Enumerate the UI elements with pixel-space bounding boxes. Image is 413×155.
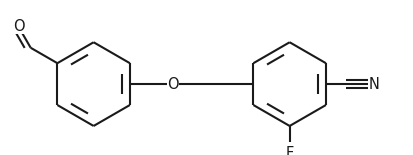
Text: O: O <box>167 77 179 92</box>
Text: N: N <box>369 77 380 92</box>
Text: F: F <box>285 146 294 155</box>
Text: O: O <box>13 19 24 34</box>
